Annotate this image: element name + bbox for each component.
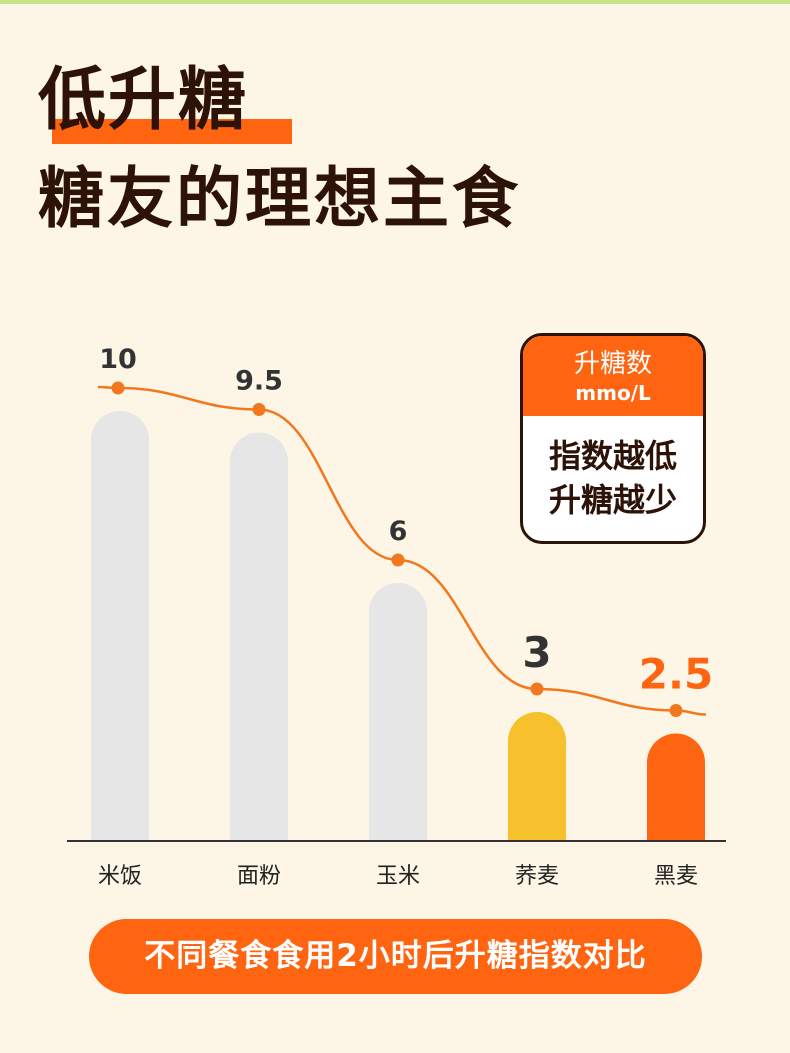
- bar-5: [647, 733, 705, 841]
- footer-caption: 不同餐食食用2小时后升糖指数对比: [89, 919, 702, 994]
- value-label-5: 2.5: [639, 650, 713, 699]
- value-label-3: 6: [389, 516, 408, 547]
- category-label-5: 黑麦: [654, 864, 698, 889]
- trend-point-4: [530, 682, 544, 696]
- title-block: 低升糖: [38, 61, 292, 144]
- legend-header: 升糖数 mmo/L: [523, 336, 703, 416]
- legend-line-2: 升糖越少: [548, 481, 677, 519]
- legend-unit: mmo/L: [575, 381, 651, 405]
- title-highlight: [52, 119, 292, 144]
- bar-3: [369, 583, 427, 841]
- trend-point-1: [111, 381, 125, 395]
- legend-body: 指数越低 升糖越少: [523, 416, 703, 522]
- legend-line-1: 指数越低: [548, 437, 677, 475]
- legend-title: 升糖数: [573, 349, 652, 379]
- trend-point-3: [391, 553, 405, 567]
- category-label-3: 玉米: [376, 864, 420, 889]
- bar-chart: 10 9.5 6 3 2.5 米饭 面粉 玉米 荞麦 黑麦: [67, 344, 726, 889]
- page-title: 低升糖: [38, 61, 249, 140]
- bar-2: [230, 432, 288, 841]
- trend-point-5: [669, 704, 683, 717]
- category-label-4: 荞麦: [515, 864, 559, 889]
- value-label-4: 3: [522, 628, 551, 677]
- top-accent-strip: [0, 0, 790, 4]
- legend-box: 升糖数 mmo/L 指数越低 升糖越少: [520, 333, 706, 544]
- category-label-1: 米饭: [98, 864, 142, 889]
- category-label-2: 面粉: [237, 864, 281, 889]
- bar-4: [508, 712, 566, 841]
- trend-point-2: [252, 403, 266, 416]
- page-subtitle: 糖友的理想主食: [38, 160, 521, 237]
- value-label-1: 10: [99, 344, 137, 375]
- bar-1: [91, 411, 149, 841]
- value-label-2: 9.5: [235, 366, 283, 397]
